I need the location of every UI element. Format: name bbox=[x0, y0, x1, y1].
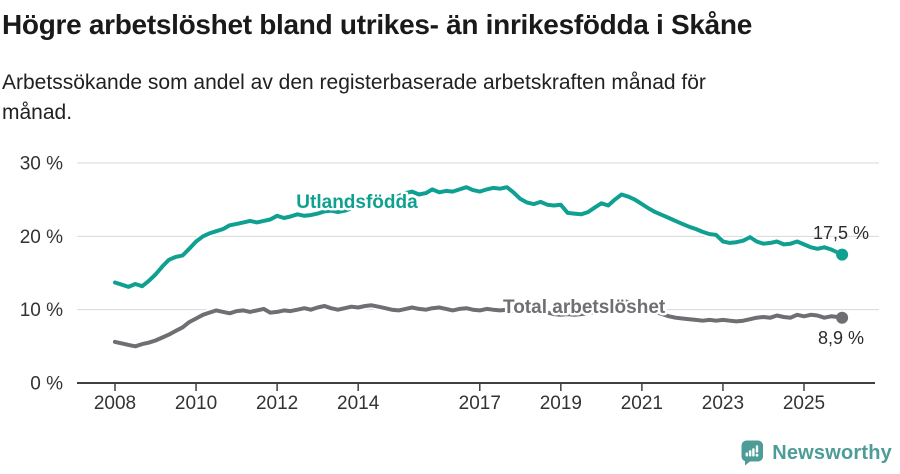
series-end-value: 8,9 % bbox=[818, 328, 864, 348]
x-tick-label: 2010 bbox=[175, 393, 217, 414]
x-tick-label: 2023 bbox=[702, 393, 744, 414]
y-tick-label: 20 % bbox=[20, 227, 63, 248]
series-end-dot bbox=[836, 248, 849, 261]
newsworthy-logo-icon bbox=[741, 440, 764, 466]
y-tick-label: 0 % bbox=[30, 374, 63, 395]
x-tick-label: 2021 bbox=[621, 393, 663, 414]
series-line-total bbox=[113, 298, 845, 349]
series-label: Total arbetslöshet bbox=[503, 297, 666, 318]
chart-subtitle-line-2: månad. bbox=[2, 101, 73, 124]
newsworthy-logo[interactable]: Newsworthy bbox=[741, 440, 892, 466]
x-tick-label: 2017 bbox=[459, 393, 501, 414]
x-tick-label: 2025 bbox=[783, 393, 825, 414]
series-line-utlandsfodda bbox=[113, 185, 845, 289]
x-tick-label: 2019 bbox=[540, 393, 582, 414]
series-label: Utlandsfödda bbox=[296, 192, 418, 213]
newsworthy-brand-text: Newsworthy bbox=[772, 441, 892, 464]
chart-subtitle: Arbetssökande som andel av den registerb… bbox=[2, 68, 822, 128]
x-tick-label: 2012 bbox=[256, 393, 298, 414]
x-tick-label: 2008 bbox=[94, 393, 136, 414]
series-end-dot bbox=[836, 311, 849, 324]
chart-subtitle-line-1: Arbetssökande som andel av den registerb… bbox=[2, 71, 706, 94]
series-line-casing bbox=[111, 296, 846, 351]
x-tick-label: 2014 bbox=[337, 393, 380, 414]
series-end-value: 17,5 % bbox=[813, 223, 869, 243]
y-tick-label: 30 % bbox=[20, 154, 63, 175]
series-line-casing bbox=[111, 183, 846, 291]
y-tick-label: 10 % bbox=[20, 300, 63, 321]
chart-title: Högre arbetslöshet bland utrikes- än inr… bbox=[2, 9, 752, 40]
line-chart-plot: 0 % 10 % 20 % 30 % 2008 2010 2012 2014 2017 2019 2… bbox=[20, 154, 879, 414]
